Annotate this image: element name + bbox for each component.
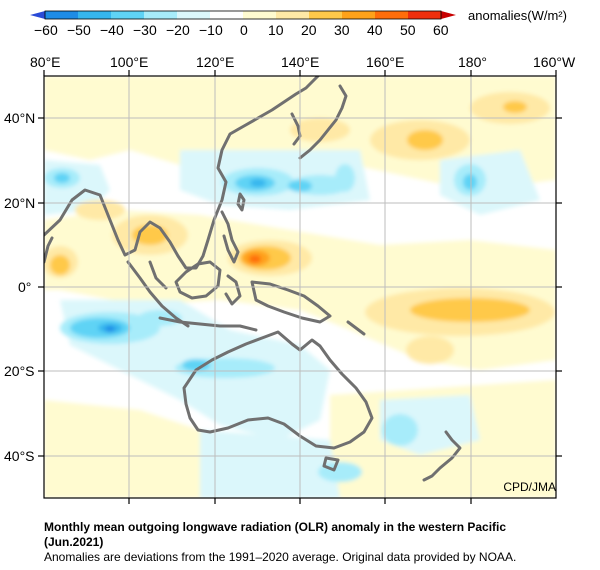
- coastline-japan: [298, 84, 348, 160]
- colorbar-cell: [408, 11, 441, 19]
- colorbar-cell: [243, 11, 276, 19]
- colorbar-cell: [342, 11, 375, 19]
- coastline-bay-of-bengal: [44, 236, 54, 264]
- colorbar-tick: −30: [133, 22, 157, 38]
- coastline-borneo: [174, 260, 222, 300]
- colorbar-right-arrow: [441, 11, 456, 19]
- coastline-taiwan: [236, 192, 246, 212]
- colorbar-cell: [45, 11, 78, 19]
- colorbar-left-arrow: [30, 11, 45, 19]
- colorbar-tick: 50: [400, 22, 416, 38]
- map-frame: [38, 70, 562, 504]
- lat-label: 20°N: [4, 195, 36, 211]
- colorbar-labels: −60 −50 −40 −30 −20 −10 0 10 20 30 40 50…: [0, 22, 600, 40]
- coastline-sumatra: [126, 260, 190, 328]
- coastline-new-zealand: [422, 430, 462, 482]
- colorbar-cell: [177, 11, 210, 19]
- coastline-sulawesi: [224, 274, 242, 306]
- caption-note: Anomalies are deviations from the 1991–2…: [44, 550, 517, 564]
- coastline-java: [158, 316, 258, 332]
- colorbar-cell: [309, 11, 342, 19]
- coastline-malay: [148, 260, 168, 290]
- gridlines: [44, 76, 556, 498]
- colorbar-tick: −50: [67, 22, 91, 38]
- colorbar-cell: [111, 11, 144, 19]
- lat-label: 40°S: [4, 448, 35, 464]
- colorbar-tick: −60: [34, 22, 58, 38]
- colorbar-tick: 0: [240, 22, 248, 38]
- coastline-tasmania: [322, 456, 340, 472]
- lat-label: 20°S: [4, 363, 35, 379]
- lon-label: 140°E: [281, 54, 320, 70]
- colorbar-cell: [210, 11, 243, 19]
- lon-label: 160°W: [533, 54, 576, 70]
- lon-label: 100°E: [110, 54, 149, 70]
- credit-label: CPD/JMA: [503, 480, 556, 494]
- coastline-philippines: [220, 210, 240, 264]
- caption-date: (Jun.2021): [44, 535, 104, 549]
- colorbar-tick: 30: [334, 22, 350, 38]
- colorbar-tick: −10: [199, 22, 223, 38]
- lon-label: 180°: [458, 54, 487, 70]
- colorbar: [30, 10, 456, 20]
- lon-label: 160°E: [366, 54, 405, 70]
- colorbar-unit-label: anomalies(W/m²): [468, 8, 567, 23]
- caption-title: Monthly mean outgoing longwave radiation…: [44, 520, 507, 534]
- colorbar-cell: [276, 11, 309, 19]
- lat-label: 40°N: [4, 110, 36, 126]
- colorbar-tick: 10: [268, 22, 284, 38]
- colorbar-cell: [144, 11, 177, 19]
- lat-label: 0°: [18, 279, 32, 295]
- colorbar-tick: 20: [301, 22, 317, 38]
- colorbar-cell: [375, 11, 408, 19]
- colorbar-tick: −40: [100, 22, 124, 38]
- coastline-solomon-islands: [346, 320, 366, 336]
- lon-label: 120°E: [196, 54, 235, 70]
- coastline-new-guinea: [250, 280, 332, 324]
- colorbar-tick: −20: [166, 22, 190, 38]
- coastline-australia: [182, 330, 374, 450]
- colorbar-tick: 40: [367, 22, 383, 38]
- lon-label: 80°E: [30, 54, 61, 70]
- colorbar-cell: [78, 11, 111, 19]
- colorbar-tick: 60: [433, 22, 449, 38]
- coastline-korea: [290, 112, 302, 146]
